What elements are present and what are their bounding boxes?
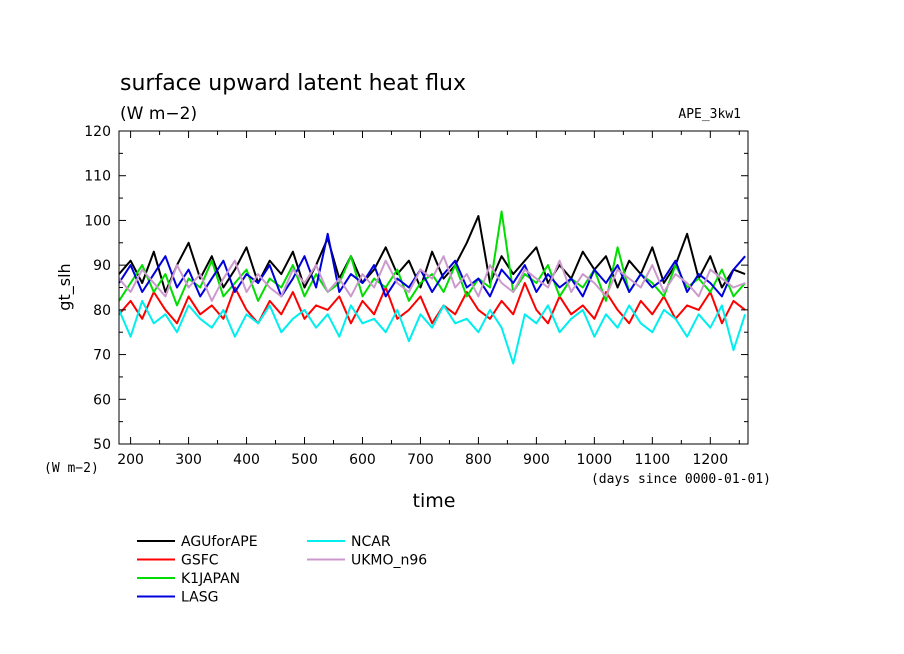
legend: AGUforAPE GSFC K1JAPAN LASG NCAR UKMO_n96: [137, 534, 427, 606]
series-line-aguforape: [118, 215, 746, 293]
x-tick-label: 1100: [635, 452, 671, 468]
y-tick-label: 50: [93, 437, 111, 453]
y-tick-label: 90: [93, 258, 111, 274]
x-tick-label: 500: [291, 452, 318, 468]
y-axis-unit-label: (W m−2): [44, 461, 99, 476]
series-line-ncar: [118, 299, 747, 365]
legend-label-ukmo-n96: UKMO_n96: [351, 553, 427, 569]
x-tick-label: 200: [117, 452, 144, 468]
series-layer: [118, 210, 747, 365]
x-tick-label: 800: [465, 452, 492, 468]
y-tick-label: 120: [84, 124, 111, 140]
y-axis-label: gt_slh: [55, 263, 75, 310]
x-tick-label: 1200: [692, 452, 728, 468]
y-axis: 50 60 70 80 90 100 110 120: [84, 124, 748, 453]
x-tick-label: 1000: [577, 452, 613, 468]
x-axis-units: (days since 0000-01-01): [591, 472, 771, 487]
legend-label-ncar: NCAR: [351, 534, 391, 550]
y-tick-label: 70: [93, 348, 111, 364]
x-tick-label: 700: [407, 452, 434, 468]
legend-label-aguforape: AGUforAPE: [181, 534, 258, 550]
y-tick-label: 100: [84, 213, 111, 229]
y-tick-label: 60: [93, 392, 111, 408]
series-line-lasg: [118, 232, 746, 298]
chart-units: (W m−2): [120, 104, 197, 124]
series-line-gsfc: [118, 282, 746, 325]
x-axis: 200 300 400 500 600 700 800 900 1000 1100 1200: [117, 131, 740, 468]
chart-title: surface upward latent heat flux: [120, 71, 466, 96]
series-line-ukmo-n96: [118, 255, 746, 302]
x-tick-label: 300: [175, 452, 202, 468]
experiment-label: APE_3kw1: [678, 107, 741, 122]
x-tick-label: 400: [233, 452, 260, 468]
y-tick-label: 110: [84, 169, 111, 185]
legend-label-k1japan: K1JAPAN: [181, 571, 240, 587]
x-tick-label: 900: [523, 452, 550, 468]
x-axis-label: time: [413, 490, 456, 512]
legend-label-lasg: LASG: [181, 590, 218, 606]
legend-label-gsfc: GSFC: [181, 553, 219, 569]
y-tick-label: 80: [93, 303, 111, 319]
x-tick-label: 600: [349, 452, 376, 468]
